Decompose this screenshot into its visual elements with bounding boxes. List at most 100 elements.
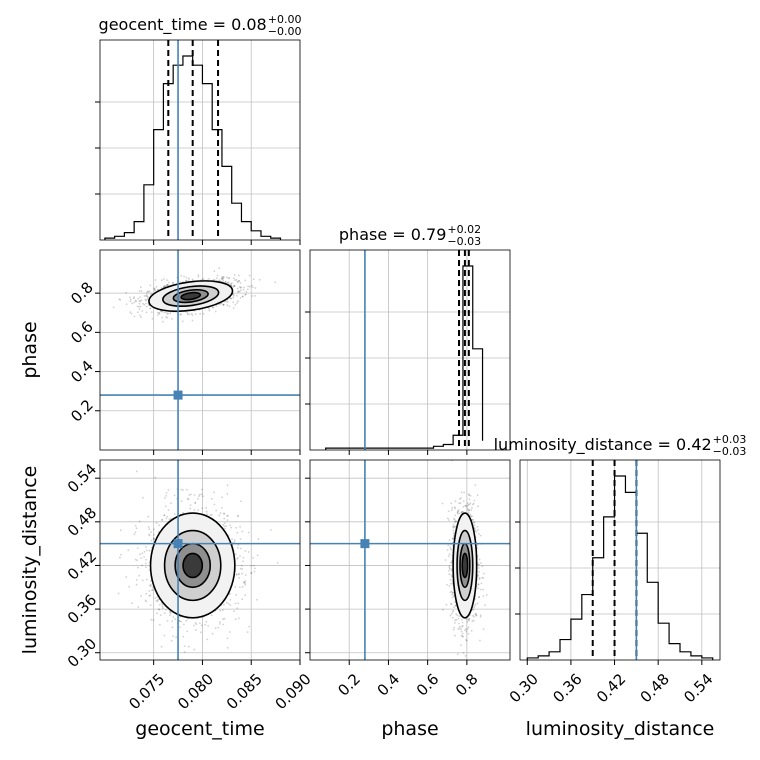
sample-point <box>224 281 227 283</box>
sample-point <box>222 276 224 278</box>
sample-point <box>163 285 166 287</box>
sample-point <box>466 639 468 642</box>
sample-point <box>454 500 457 503</box>
sample-point <box>213 503 216 506</box>
sample-point <box>461 624 464 627</box>
sample-point <box>478 571 480 573</box>
sample-point <box>242 581 245 584</box>
sample-point <box>215 509 218 512</box>
sample-point <box>172 282 175 284</box>
sample-point <box>223 617 226 620</box>
sample-point <box>447 510 450 513</box>
sample-point <box>131 302 134 305</box>
sample-point <box>145 600 148 603</box>
sample-point <box>448 565 451 567</box>
panel-title-geocent_time: geocent_time = 0.08 +0.00−0.00 <box>99 13 302 38</box>
sample-point <box>233 610 236 613</box>
sample-point <box>254 287 257 289</box>
sample-point <box>226 514 229 517</box>
sample-point <box>232 294 235 297</box>
sample-point <box>145 295 147 297</box>
sample-point <box>476 602 479 605</box>
sample-point <box>222 623 225 626</box>
sample-point <box>450 590 453 593</box>
sample-point <box>241 295 244 298</box>
sample-point <box>171 620 174 623</box>
sample-point <box>136 311 139 314</box>
sample-point <box>239 567 242 570</box>
sample-point <box>166 619 169 622</box>
sample-point <box>466 507 469 510</box>
panel-title-lower: −0.03 <box>447 235 481 248</box>
sample-point <box>257 538 260 541</box>
sample-point <box>458 625 461 628</box>
sample-point <box>238 617 240 620</box>
sample-point <box>241 572 243 575</box>
sample-point <box>148 528 151 530</box>
sample-point <box>216 274 219 277</box>
sample-point <box>183 275 185 278</box>
sample-point <box>145 593 148 595</box>
sample-point <box>224 280 227 283</box>
y-tick-label: 0.4 <box>67 357 97 387</box>
sample-point <box>151 586 154 589</box>
sample-point <box>236 558 238 560</box>
sample-point <box>246 631 249 633</box>
sample-point <box>222 618 225 620</box>
sample-point <box>129 296 131 299</box>
sample-point <box>175 636 178 639</box>
sample-point <box>129 298 132 301</box>
sample-point <box>465 505 468 508</box>
sample-point <box>180 488 183 491</box>
sample-point <box>475 613 477 615</box>
sample-point <box>156 600 159 603</box>
sample-point <box>224 527 226 530</box>
sample-point <box>133 533 136 536</box>
sample-point <box>119 529 122 532</box>
sample-point <box>191 278 194 281</box>
sample-point <box>145 305 148 308</box>
sample-point <box>454 514 457 517</box>
x-tick-label: 0.48 <box>637 670 673 706</box>
sample-point <box>256 554 259 557</box>
y-tick-label: 0.6 <box>67 318 97 348</box>
sample-point <box>471 620 474 623</box>
sample-point <box>251 286 254 289</box>
sample-point <box>166 515 169 518</box>
sample-point <box>226 304 229 307</box>
sample-point <box>450 561 452 564</box>
contour-line <box>162 285 220 307</box>
sample-point <box>469 513 472 516</box>
sample-point <box>458 512 461 515</box>
sample-point <box>138 290 141 292</box>
sample-point <box>441 502 444 505</box>
sample-point <box>459 498 461 501</box>
sample-point <box>209 514 212 516</box>
sample-point <box>185 279 188 282</box>
sample-point <box>462 652 465 654</box>
sample-point <box>229 631 231 633</box>
sample-point <box>118 298 121 301</box>
sample-point <box>464 504 467 507</box>
sample-point <box>473 524 476 527</box>
sample-point <box>154 288 156 291</box>
sample-point <box>213 491 215 494</box>
sample-point <box>454 520 457 523</box>
sample-point <box>472 503 474 506</box>
sample-point <box>162 286 165 288</box>
sample-point <box>450 603 453 606</box>
sample-point <box>157 608 160 611</box>
sample-point <box>227 515 229 517</box>
sample-point <box>453 521 456 523</box>
sample-point <box>469 494 472 497</box>
sample-point <box>147 526 150 528</box>
sample-point <box>464 629 466 631</box>
sample-point <box>125 291 128 294</box>
sample-point <box>449 546 451 548</box>
sample-point <box>125 303 128 306</box>
sample-point <box>161 320 164 323</box>
sample-point <box>482 588 484 591</box>
sample-point <box>202 278 205 280</box>
sample-point <box>201 278 204 281</box>
sample-point <box>143 304 146 306</box>
